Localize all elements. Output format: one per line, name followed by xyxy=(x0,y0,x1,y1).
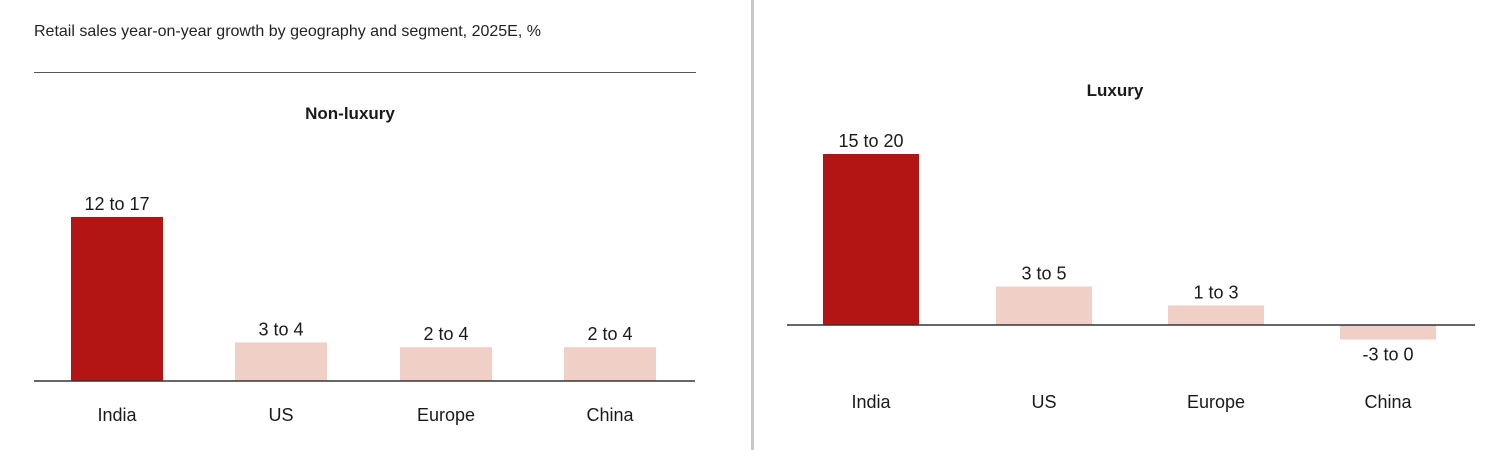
non-luxury-bar-us xyxy=(235,342,327,381)
luxury-category-label-china: China xyxy=(1364,392,1412,412)
luxury-value-label-europe: 1 to 3 xyxy=(1193,282,1238,302)
non-luxury-chart: Non-luxury 12 to 17 India 3 to 4 US 2 to 4 Eur… xyxy=(34,104,695,425)
non-luxury-bar-india xyxy=(71,216,163,381)
non-luxury-panel-title: Non-luxury xyxy=(305,104,395,123)
non-luxury-category-label-china: China xyxy=(586,405,634,425)
non-luxury-bar-europe xyxy=(400,347,492,381)
luxury-value-label-china: -3 to 0 xyxy=(1362,345,1413,365)
non-luxury-category-label-india: India xyxy=(97,405,137,425)
non-luxury-value-label-china: 2 to 4 xyxy=(587,324,632,344)
panel-divider xyxy=(751,0,754,450)
luxury-bar-us xyxy=(996,286,1092,325)
chart-title: Retail sales year-on-year growth by geog… xyxy=(34,23,541,40)
luxury-category-label-india: India xyxy=(851,392,891,412)
non-luxury-category-label-us: US xyxy=(268,405,293,425)
luxury-value-label-india: 15 to 20 xyxy=(838,131,903,151)
non-luxury-value-label-us: 3 to 4 xyxy=(258,319,303,339)
non-luxury-value-label-india: 12 to 17 xyxy=(84,194,149,214)
luxury-bar-india xyxy=(823,154,919,325)
luxury-bar-china xyxy=(1340,325,1436,340)
luxury-bar-europe xyxy=(1168,305,1264,325)
luxury-panel-title: Luxury xyxy=(1087,81,1144,100)
non-luxury-value-label-europe: 2 to 4 xyxy=(423,324,468,344)
luxury-chart: Luxury 15 to 20 India 3 to 5 US 1 to 3 Europe -… xyxy=(787,81,1475,412)
non-luxury-category-label-europe: Europe xyxy=(417,405,475,425)
non-luxury-bar-china xyxy=(564,347,656,381)
luxury-value-label-us: 3 to 5 xyxy=(1021,264,1066,284)
title-rule xyxy=(34,72,696,73)
luxury-category-label-europe: Europe xyxy=(1187,392,1245,412)
luxury-category-label-us: US xyxy=(1031,392,1056,412)
